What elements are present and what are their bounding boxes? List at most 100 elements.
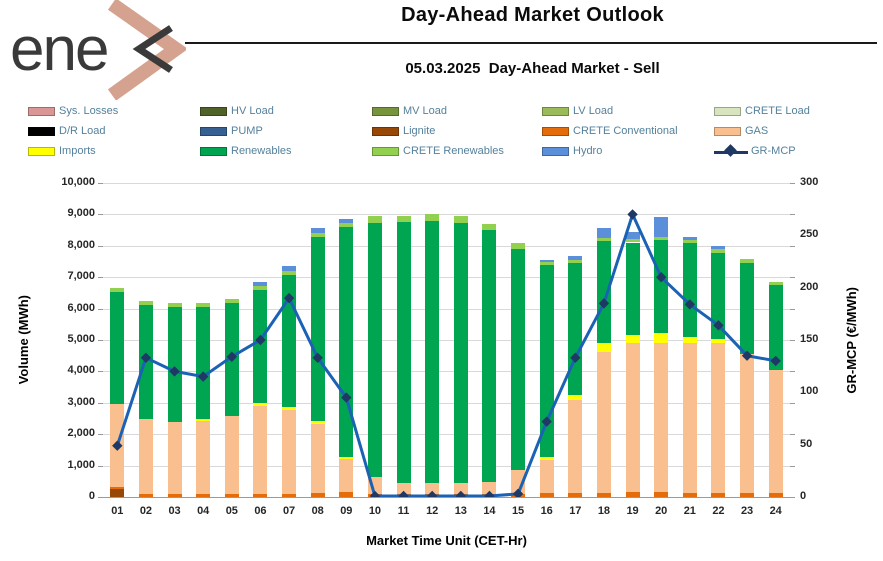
legend-item-gas[interactable]: GAS — [714, 124, 768, 138]
bar-segment-crete-renewables[interactable] — [682, 239, 697, 244]
bar-segment-crete-conventional[interactable] — [310, 492, 325, 497]
bar-segment-imports[interactable] — [682, 336, 697, 343]
bar-segment-gas[interactable] — [654, 342, 669, 493]
legend-item-renewables[interactable]: Renewables — [200, 144, 292, 158]
bar-segment-gas[interactable] — [596, 351, 611, 493]
bar-segment-crete-conventional[interactable] — [596, 492, 611, 497]
bar-segment-hydro[interactable] — [625, 231, 640, 240]
bar-segment-imports[interactable] — [539, 456, 554, 460]
bar-segment-renewables[interactable] — [396, 222, 411, 484]
bar-segment-crete-renewables[interactable] — [310, 233, 325, 238]
bar-segment-renewables[interactable] — [425, 220, 440, 484]
bar-segment-crete-renewables[interactable] — [740, 259, 755, 263]
bar-segment-imports[interactable] — [568, 395, 583, 400]
bar-segment-gas[interactable] — [425, 483, 440, 495]
legend-item-pump[interactable]: PUMP — [200, 124, 263, 138]
bar-segment-renewables[interactable] — [625, 242, 640, 336]
bar-segment-renewables[interactable] — [167, 306, 182, 422]
bar-segment-renewables[interactable] — [224, 303, 239, 416]
bar-segment-crete-conventional[interactable] — [511, 494, 526, 497]
legend-item-crete-renewables[interactable]: CRETE Renewables — [372, 144, 504, 158]
bar-segment-crete-conventional[interactable] — [396, 494, 411, 497]
bar-segment-crete-renewables[interactable] — [425, 214, 440, 221]
bar-segment-gas[interactable] — [568, 399, 583, 493]
bar-segment-gas[interactable] — [138, 419, 153, 495]
bar-segment-imports[interactable] — [310, 421, 325, 425]
bar-segment-renewables[interactable] — [568, 263, 583, 396]
bar-segment-crete-renewables[interactable] — [167, 302, 182, 307]
bar-segment-crete-conventional[interactable] — [711, 492, 726, 497]
bar-segment-imports[interactable] — [253, 403, 268, 406]
bar-segment-hydro[interactable] — [339, 219, 354, 224]
bar-segment-renewables[interactable] — [367, 222, 382, 477]
bar-segment-gas[interactable] — [196, 420, 211, 495]
bar-segment-crete-conventional[interactable] — [282, 494, 297, 497]
bar-segment-crete-renewables[interactable] — [511, 242, 526, 250]
bar-segment-crete-renewables[interactable] — [568, 260, 583, 264]
bar-segment-crete-conventional[interactable] — [453, 494, 468, 497]
bar-segment-gas[interactable] — [339, 459, 354, 493]
bar-segment-renewables[interactable] — [253, 289, 268, 404]
bar-segment-hydro[interactable] — [253, 281, 268, 286]
bar-segment-renewables[interactable] — [310, 237, 325, 422]
bar-segment-crete-conventional[interactable] — [196, 494, 211, 497]
legend-item-lv-load[interactable]: LV Load — [542, 104, 613, 118]
bar-segment-imports[interactable] — [711, 339, 726, 344]
bar-segment-gas[interactable] — [711, 343, 726, 493]
bar-segment-imports[interactable] — [339, 456, 354, 460]
bar-segment-crete-renewables[interactable] — [253, 285, 268, 290]
bar-segment-hydro[interactable] — [682, 236, 697, 240]
bar-segment-hydro[interactable] — [711, 246, 726, 250]
bar-segment-crete-conventional[interactable] — [253, 494, 268, 497]
bar-segment-renewables[interactable] — [682, 243, 697, 337]
bar-segment-crete-renewables[interactable] — [625, 239, 640, 243]
bar-segment-gas[interactable] — [110, 404, 125, 487]
bar-segment-crete-conventional[interactable] — [625, 492, 640, 497]
bar-segment-renewables[interactable] — [110, 292, 125, 405]
legend-item-hydro[interactable]: Hydro — [542, 144, 602, 158]
bar-segment-gas[interactable] — [224, 415, 239, 495]
bar-segment-crete-conventional[interactable] — [224, 494, 239, 497]
bar-segment-renewables[interactable] — [282, 274, 297, 407]
bar-segment-renewables[interactable] — [196, 306, 211, 420]
bar-segment-imports[interactable] — [596, 343, 611, 352]
bar-segment-imports[interactable] — [196, 419, 211, 421]
legend-item-crete-load[interactable]: CRETE Load — [714, 104, 810, 118]
bar-segment-renewables[interactable] — [768, 284, 783, 370]
bar-segment-hydro[interactable] — [282, 265, 297, 271]
bar-segment-gas[interactable] — [282, 410, 297, 495]
bar-segment-gas[interactable] — [253, 405, 268, 495]
legend-item-sys-losses[interactable]: Sys. Losses — [28, 104, 118, 118]
legend-item-gr-mcp[interactable]: GR-MCP — [714, 143, 796, 158]
bar-segment-crete-renewables[interactable] — [654, 236, 669, 240]
bar-segment-renewables[interactable] — [596, 240, 611, 344]
bar-segment-crete-renewables[interactable] — [339, 223, 354, 227]
bar-segment-hydro[interactable] — [539, 259, 554, 263]
bar-segment-gas[interactable] — [453, 483, 468, 495]
bar-segment-crete-conventional[interactable] — [568, 492, 583, 497]
bar-segment-gas[interactable] — [167, 421, 182, 495]
bar-segment-crete-conventional[interactable] — [539, 492, 554, 497]
bar-segment-crete-renewables[interactable] — [768, 281, 783, 285]
bar-segment-crete-conventional[interactable] — [339, 492, 354, 497]
bar-segment-crete-renewables[interactable] — [196, 302, 211, 307]
bar-segment-gas[interactable] — [682, 342, 697, 493]
bar-segment-gas[interactable] — [310, 424, 325, 493]
bar-segment-crete-conventional[interactable] — [425, 494, 440, 497]
bar-segment-gas[interactable] — [539, 459, 554, 493]
bar-segment-gas[interactable] — [768, 369, 783, 493]
bar-segment-crete-conventional[interactable] — [482, 494, 497, 497]
legend-item-crete-conventional[interactable]: CRETE Conventional — [542, 124, 678, 138]
bar-segment-crete-renewables[interactable] — [396, 215, 411, 223]
bar-segment-crete-conventional[interactable] — [138, 494, 153, 497]
bar-segment-crete-renewables[interactable] — [110, 288, 125, 293]
bar-segment-renewables[interactable] — [339, 226, 354, 457]
bar-segment-lignite[interactable] — [110, 489, 125, 497]
bar-segment-renewables[interactable] — [539, 265, 554, 457]
bar-segment-crete-renewables[interactable] — [282, 270, 297, 275]
bar-segment-gas[interactable] — [511, 469, 526, 495]
bar-segment-renewables[interactable] — [511, 249, 526, 470]
legend-item-d-r-load[interactable]: D/R Load — [28, 124, 105, 138]
legend-item-hv-load[interactable]: HV Load — [200, 104, 274, 118]
bar-segment-gas[interactable] — [396, 483, 411, 495]
